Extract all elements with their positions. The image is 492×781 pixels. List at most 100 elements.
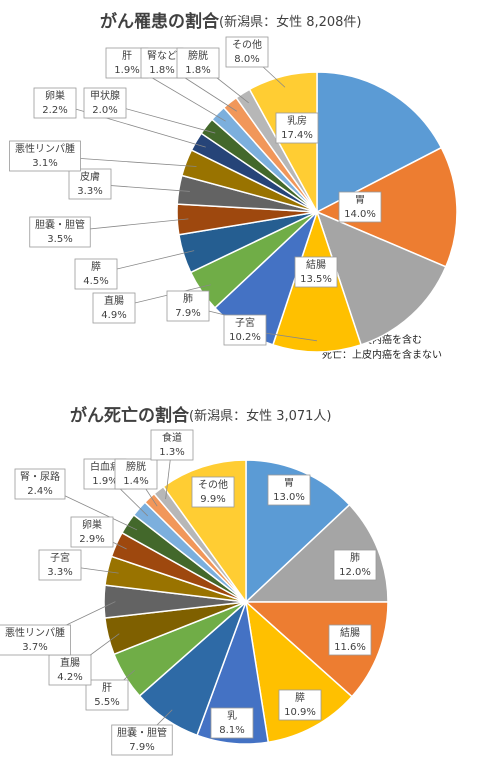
label-box <box>114 458 158 490</box>
value-label: 3.7% <box>22 642 47 653</box>
category-label: 卵巣 <box>82 518 102 531</box>
label-box <box>83 87 127 119</box>
label-box <box>92 292 136 324</box>
category-label: 皮膚 <box>80 170 100 183</box>
value-label: 5.5% <box>94 697 119 708</box>
value-label: 3.3% <box>47 567 72 578</box>
category-label: 結腸 <box>306 258 326 271</box>
label-box <box>176 47 220 79</box>
category-label: 子宮 <box>235 316 255 329</box>
category-label: その他 <box>198 478 228 491</box>
label-box <box>140 47 184 79</box>
slice <box>244 600 353 744</box>
label-box <box>338 191 382 223</box>
value-label: 7.9% <box>129 742 154 753</box>
value-label: 13.0% <box>273 492 305 503</box>
value-label: 4.2% <box>57 672 82 683</box>
label-box <box>333 549 377 581</box>
category-label: 胃 <box>355 194 365 206</box>
labels: 乳房 17.4% 胃 14.0% 結腸 13.5% 子宮 10.2% 肺 7.9% 直腸 4.9% 膵 4… <box>9 36 382 346</box>
label-box <box>33 87 77 119</box>
value-label: 4.5% <box>83 276 108 287</box>
category-label: 肺 <box>183 293 193 305</box>
value-label: 17.4% <box>281 130 313 141</box>
label-box <box>328 624 372 656</box>
category-label: 白血病 <box>90 460 120 473</box>
category-label: 悪性リンパ腫 <box>15 142 75 155</box>
value-label: 1.4% <box>123 476 148 487</box>
category-label: 腎など <box>147 50 177 62</box>
value-label: 13.5% <box>300 274 332 285</box>
label-box <box>9 140 81 172</box>
label-box <box>111 724 173 756</box>
slices <box>103 459 389 745</box>
annotation: 死亡：上皮内癌を含まない <box>322 348 442 361</box>
value-label: 11.6% <box>334 642 366 653</box>
value-label: 2.4% <box>27 486 52 497</box>
category-label: 甲状腺 <box>90 89 120 102</box>
value-label: 1.3% <box>159 447 184 458</box>
title: がん死亡の割合 <box>70 405 190 426</box>
label-box <box>48 654 92 686</box>
value-label: 9.9% <box>200 494 225 505</box>
value-label: 12.0% <box>339 567 371 578</box>
label-box <box>191 476 235 508</box>
value-label: 7.9% <box>175 308 200 319</box>
category-label: 膵 <box>91 261 101 273</box>
value-label: 14.0% <box>344 209 376 220</box>
label-box <box>38 549 82 581</box>
category-label: 乳房 <box>287 114 307 127</box>
value-label: 2.2% <box>42 105 67 116</box>
label-box <box>223 314 267 346</box>
label-box <box>70 516 114 548</box>
category-label: 膀胱 <box>126 460 146 473</box>
category-label: 子宮 <box>50 551 70 564</box>
category-label: 悪性リンパ腫 <box>5 626 65 639</box>
category-label: 腎・尿路 <box>20 470 60 483</box>
label-box <box>0 624 71 656</box>
value-label: 2.0% <box>92 105 117 116</box>
category-label: 膀胱 <box>188 49 208 62</box>
value-label: 1.9% <box>114 65 139 76</box>
subtitle: (新潟県：女性 8,208件) <box>219 14 362 30</box>
category-label: 胆嚢・胆管 <box>35 218 85 231</box>
value-label: 10.2% <box>229 332 261 343</box>
value-label: 4.9% <box>101 310 126 321</box>
category-label: 肝 <box>122 50 132 62</box>
label-box <box>68 168 112 200</box>
label-box <box>29 216 91 248</box>
slice <box>316 71 443 214</box>
slice <box>315 146 458 268</box>
slices <box>176 71 458 353</box>
value-label: 8.1% <box>219 725 244 736</box>
label-box <box>225 36 269 68</box>
category-label: 胆嚢・胆管 <box>117 726 167 739</box>
label-box <box>14 468 66 500</box>
category-label: 肝 <box>102 682 112 694</box>
category-label: 食道 <box>162 431 182 444</box>
value-label: 8.0% <box>234 54 259 65</box>
title: がん罹患の割合 <box>100 11 220 32</box>
value-label: 10.9% <box>284 707 316 718</box>
label-box <box>150 429 194 461</box>
label-box <box>166 290 210 322</box>
category-label: 乳 <box>227 709 237 722</box>
value-label: 1.9% <box>92 476 117 487</box>
category-label: 肺 <box>350 552 360 564</box>
category-label: 結腸 <box>340 626 360 639</box>
value-label: 1.8% <box>149 65 174 76</box>
category-label: その他 <box>232 38 262 51</box>
category-label: 直腸 <box>104 294 124 307</box>
category-label: 直腸 <box>60 656 80 669</box>
chart-title: がん死亡の割合(新潟県：女性 3,071人) <box>70 405 332 426</box>
label-box <box>210 707 254 739</box>
value-label: 1.8% <box>185 65 210 76</box>
leader-line <box>54 102 206 148</box>
category-label: 卵巣 <box>45 89 65 102</box>
subtitle: (新潟県：女性 3,071人) <box>189 408 332 424</box>
labels: 胃 13.0% 肺 12.0% 結腸 11.6% 膵 10.9% 乳 8.1% 胆嚢・胆管 7.9% 肝… <box>0 429 377 756</box>
value-label: 2.9% <box>79 534 104 545</box>
value-label: 3.1% <box>32 158 57 169</box>
label-box <box>278 689 322 721</box>
